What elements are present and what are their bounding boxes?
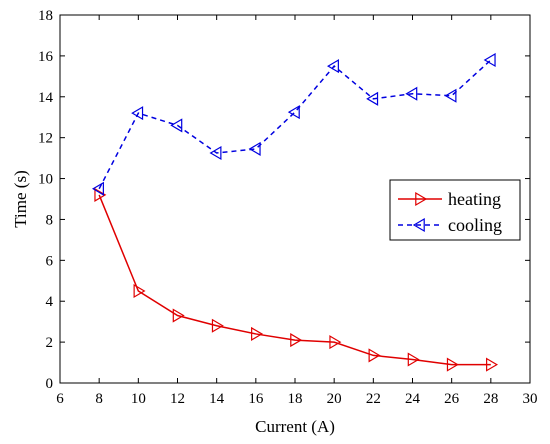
y-tick-label: 10 <box>38 172 53 188</box>
x-tick-label: 30 <box>523 391 538 407</box>
x-tick-label: 20 <box>327 391 342 407</box>
series-line-cooling <box>98 59 492 190</box>
data-point-cooling <box>170 118 183 133</box>
x-tick-label: 28 <box>483 391 498 407</box>
y-tick-label: 0 <box>46 376 54 392</box>
y-tick-label: 8 <box>46 212 54 228</box>
data-point-cooling <box>287 105 300 120</box>
x-tick-label: 6 <box>56 391 64 407</box>
x-tick-label: 22 <box>366 391 381 407</box>
data-point-heating <box>172 308 185 323</box>
data-point-heating <box>407 352 420 367</box>
legend-box <box>389 179 521 241</box>
legend-label-cooling: cooling <box>448 215 502 235</box>
data-point-heating <box>290 333 303 348</box>
legend: heating cooling <box>389 179 521 241</box>
data-point-cooling <box>444 88 457 103</box>
data-point-cooling <box>366 91 379 106</box>
y-tick-label: 16 <box>38 49 54 65</box>
legend-marker-cooling <box>412 217 425 233</box>
data-point-heating <box>446 357 459 372</box>
legend-marker-heating <box>415 191 428 207</box>
data-point-cooling <box>209 145 222 161</box>
y-tick-label: 6 <box>46 253 54 269</box>
y-axis-label: Time (s) <box>11 170 30 227</box>
y-tick-label: 18 <box>38 8 53 24</box>
data-point-cooling <box>483 52 496 68</box>
x-tick-label: 18 <box>288 391 303 407</box>
data-point-cooling <box>326 59 339 74</box>
data-point-cooling <box>248 141 261 156</box>
series-line-heating <box>98 194 491 366</box>
data-point-heating <box>486 357 499 372</box>
data-point-heating <box>133 283 146 299</box>
x-tick-label: 16 <box>248 391 264 407</box>
series-layer <box>91 52 499 372</box>
x-tick-label: 12 <box>170 391 185 407</box>
series-heating <box>94 187 499 372</box>
x-tick-label: 26 <box>444 391 460 407</box>
x-tick-label: 14 <box>209 391 225 407</box>
x-axis-label: Current (A) <box>255 417 335 436</box>
data-point-heating <box>94 187 107 202</box>
data-point-cooling <box>131 106 144 121</box>
x-axis: 6 8 10 12 14 16 18 20 22 24 26 28 30 <box>56 15 538 407</box>
y-tick-label: 2 <box>46 335 54 351</box>
legend-label-heating: heating <box>448 189 501 209</box>
data-point-heating <box>329 335 342 350</box>
y-axis: 0 2 4 6 8 10 12 14 16 18 <box>38 8 530 392</box>
y-tick-label: 12 <box>38 131 53 147</box>
y-tick-label: 4 <box>46 294 54 310</box>
data-point-cooling <box>91 181 104 196</box>
y-tick-label: 14 <box>38 90 54 106</box>
data-point-cooling <box>405 86 418 101</box>
data-point-heating <box>211 318 224 333</box>
series-cooling <box>91 52 496 196</box>
data-point-heating <box>251 326 264 341</box>
x-tick-label: 8 <box>95 391 103 407</box>
data-point-heating <box>368 348 381 363</box>
x-tick-label: 24 <box>405 391 421 407</box>
x-tick-label: 10 <box>131 391 146 407</box>
